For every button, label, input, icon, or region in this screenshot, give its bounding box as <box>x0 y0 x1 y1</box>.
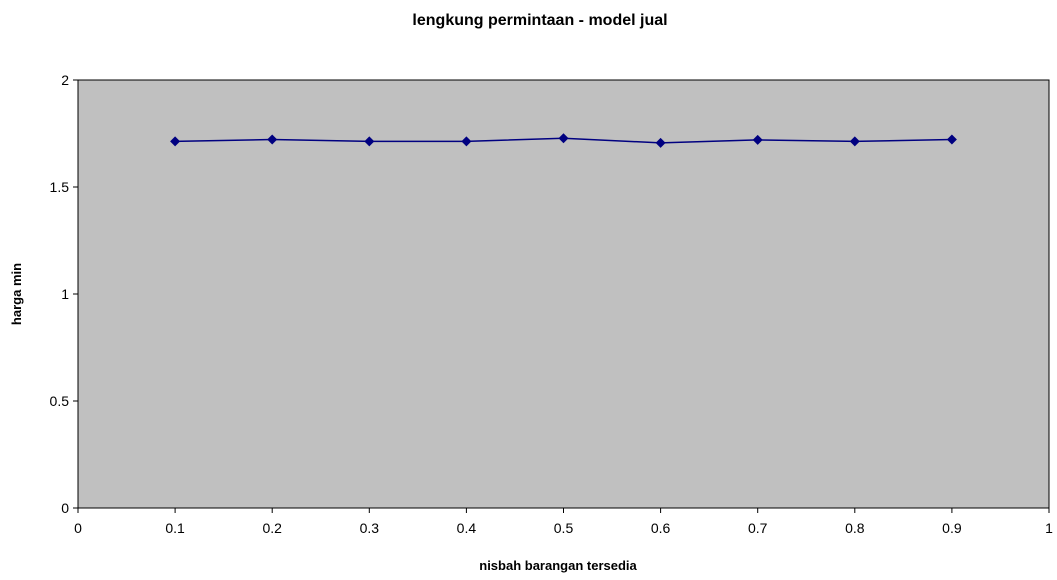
x-axis: 0 0.1 0.2 0.3 0.4 0.5 0.6 0.7 0.8 0.9 1 <box>74 508 1053 536</box>
data-point <box>170 136 181 147</box>
y-axis-title: harga min <box>9 263 24 325</box>
x-tick-label: 0.6 <box>651 520 671 536</box>
data-point <box>364 136 375 147</box>
data-point <box>655 137 666 148</box>
y-tick-label: 0.5 <box>50 393 70 409</box>
y-tick-label: 1.5 <box>50 179 70 195</box>
y-tick-label: 1 <box>61 286 69 302</box>
series <box>170 133 957 148</box>
y-tick-label: 2 <box>61 72 69 88</box>
plot-area <box>77 79 1050 509</box>
y-axis: 0 0.5 1 1.5 2 <box>50 72 78 516</box>
y-tick-label: 0 <box>61 500 69 516</box>
x-tick-label: 0 <box>74 520 82 536</box>
x-tick-label: 0.3 <box>360 520 380 536</box>
x-axis-title: nisbah barangan tersedia <box>479 558 637 573</box>
data-point <box>946 134 957 145</box>
x-tick-label: 1 <box>1045 520 1053 536</box>
data-point <box>849 136 860 147</box>
data-point <box>461 136 472 147</box>
x-tick-label: 0.2 <box>262 520 282 536</box>
data-point <box>752 134 763 145</box>
x-tick-label: 0.4 <box>457 520 477 536</box>
x-tick-label: 0.1 <box>165 520 185 536</box>
x-tick-label: 0.8 <box>845 520 865 536</box>
x-tick-label: 0.9 <box>942 520 962 536</box>
x-tick-label: 0.5 <box>554 520 574 536</box>
chart-title: lengkung permintaan - model jual <box>412 12 667 29</box>
data-point <box>558 133 569 144</box>
x-tick-label: 0.7 <box>748 520 768 536</box>
data-point <box>267 134 278 145</box>
